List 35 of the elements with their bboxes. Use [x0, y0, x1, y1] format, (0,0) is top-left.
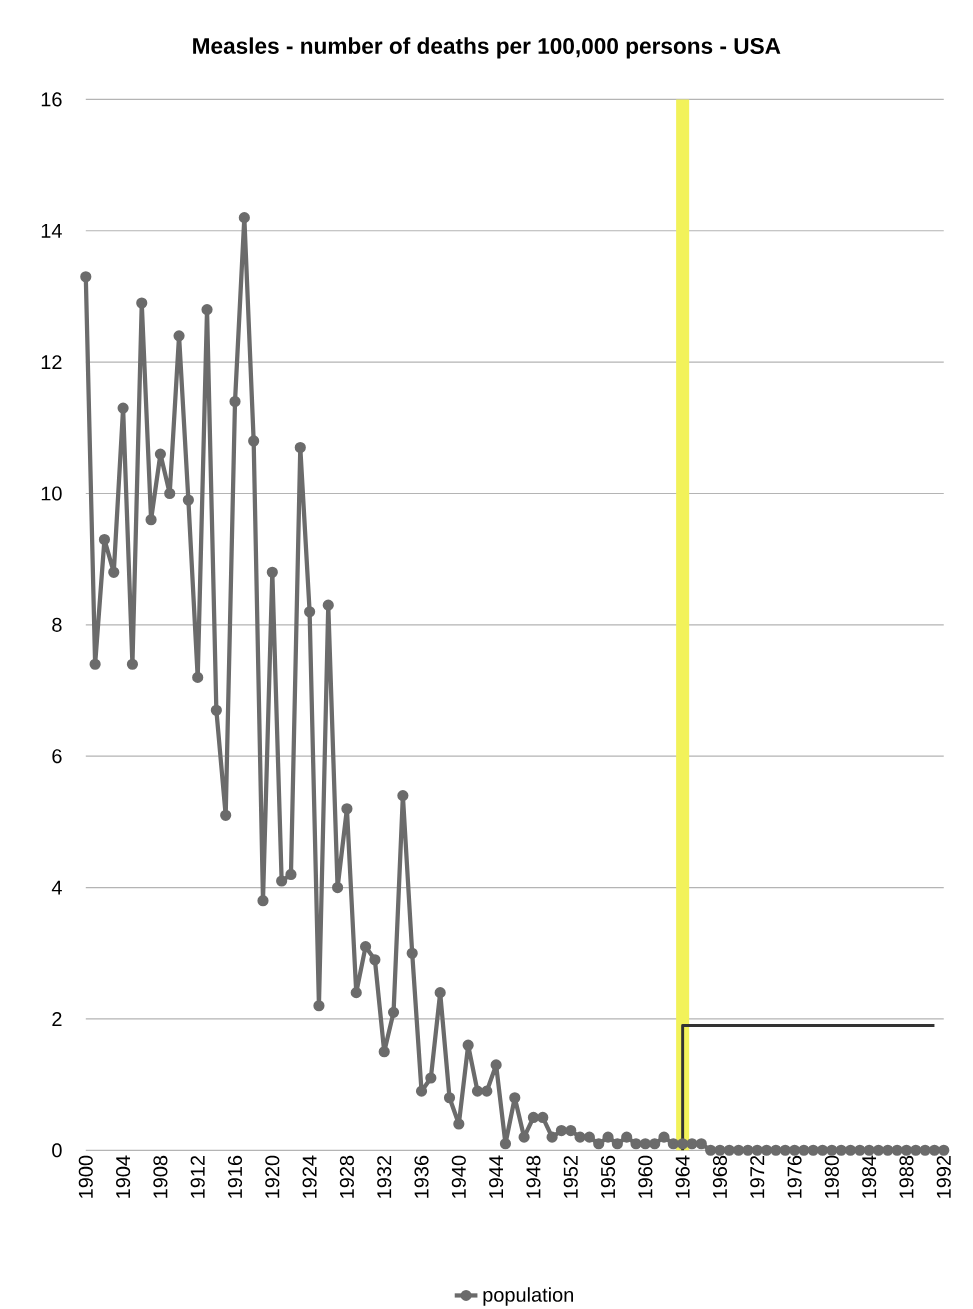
x-tick-label: 1968 [713, 1155, 728, 1198]
x-tick-label: 1956 [601, 1155, 616, 1198]
y-tick-label: 14 [41, 223, 63, 238]
x-tick-label: 1948 [526, 1155, 541, 1198]
x-tick-label: 1932 [377, 1155, 392, 1198]
x-tick-label: 1904 [116, 1155, 131, 1198]
y-tick-label: 8 [52, 617, 62, 632]
x-tick-label: 1908 [153, 1155, 168, 1198]
x-tick-label: 1964 [675, 1155, 690, 1198]
x-tick-label: 1940 [451, 1155, 467, 1198]
x-tick-label: 1984 [862, 1155, 877, 1198]
x-tick-label: 1980 [824, 1155, 840, 1198]
y-tick-label: 6 [52, 749, 62, 764]
y-tick-label: 4 [51, 880, 63, 895]
x-tick-label: 1944 [489, 1155, 504, 1198]
y-tick-label: 12 [41, 355, 62, 370]
x-tick-label: 1952 [563, 1155, 578, 1198]
x-tick-label: 1972 [750, 1155, 765, 1198]
x-tick-label: 1936 [414, 1155, 429, 1198]
x-tick-label: 1960 [638, 1155, 653, 1198]
y-tick-label: 16 [41, 92, 62, 107]
y-tick-label: 0 [52, 1143, 62, 1158]
legend-label: population [483, 1287, 574, 1306]
y-tick-label: 2 [52, 1011, 62, 1026]
x-tick-label: 1920 [265, 1155, 280, 1198]
x-tick-label: 1916 [228, 1155, 243, 1198]
x-tick-label: 1988 [899, 1155, 914, 1198]
x-tick-label: 1912 [190, 1155, 205, 1198]
x-tick-label: 1900 [78, 1155, 93, 1198]
x-tick-label: 1924 [302, 1155, 317, 1198]
x-tick-label: 1928 [339, 1155, 355, 1198]
x-tick-label: 1992 [936, 1155, 951, 1198]
y-tick-label: 10 [41, 486, 62, 501]
chart-title: Measles - number of deaths per 100,000 persons - USA [193, 37, 781, 59]
x-tick-label: 1976 [787, 1155, 802, 1198]
